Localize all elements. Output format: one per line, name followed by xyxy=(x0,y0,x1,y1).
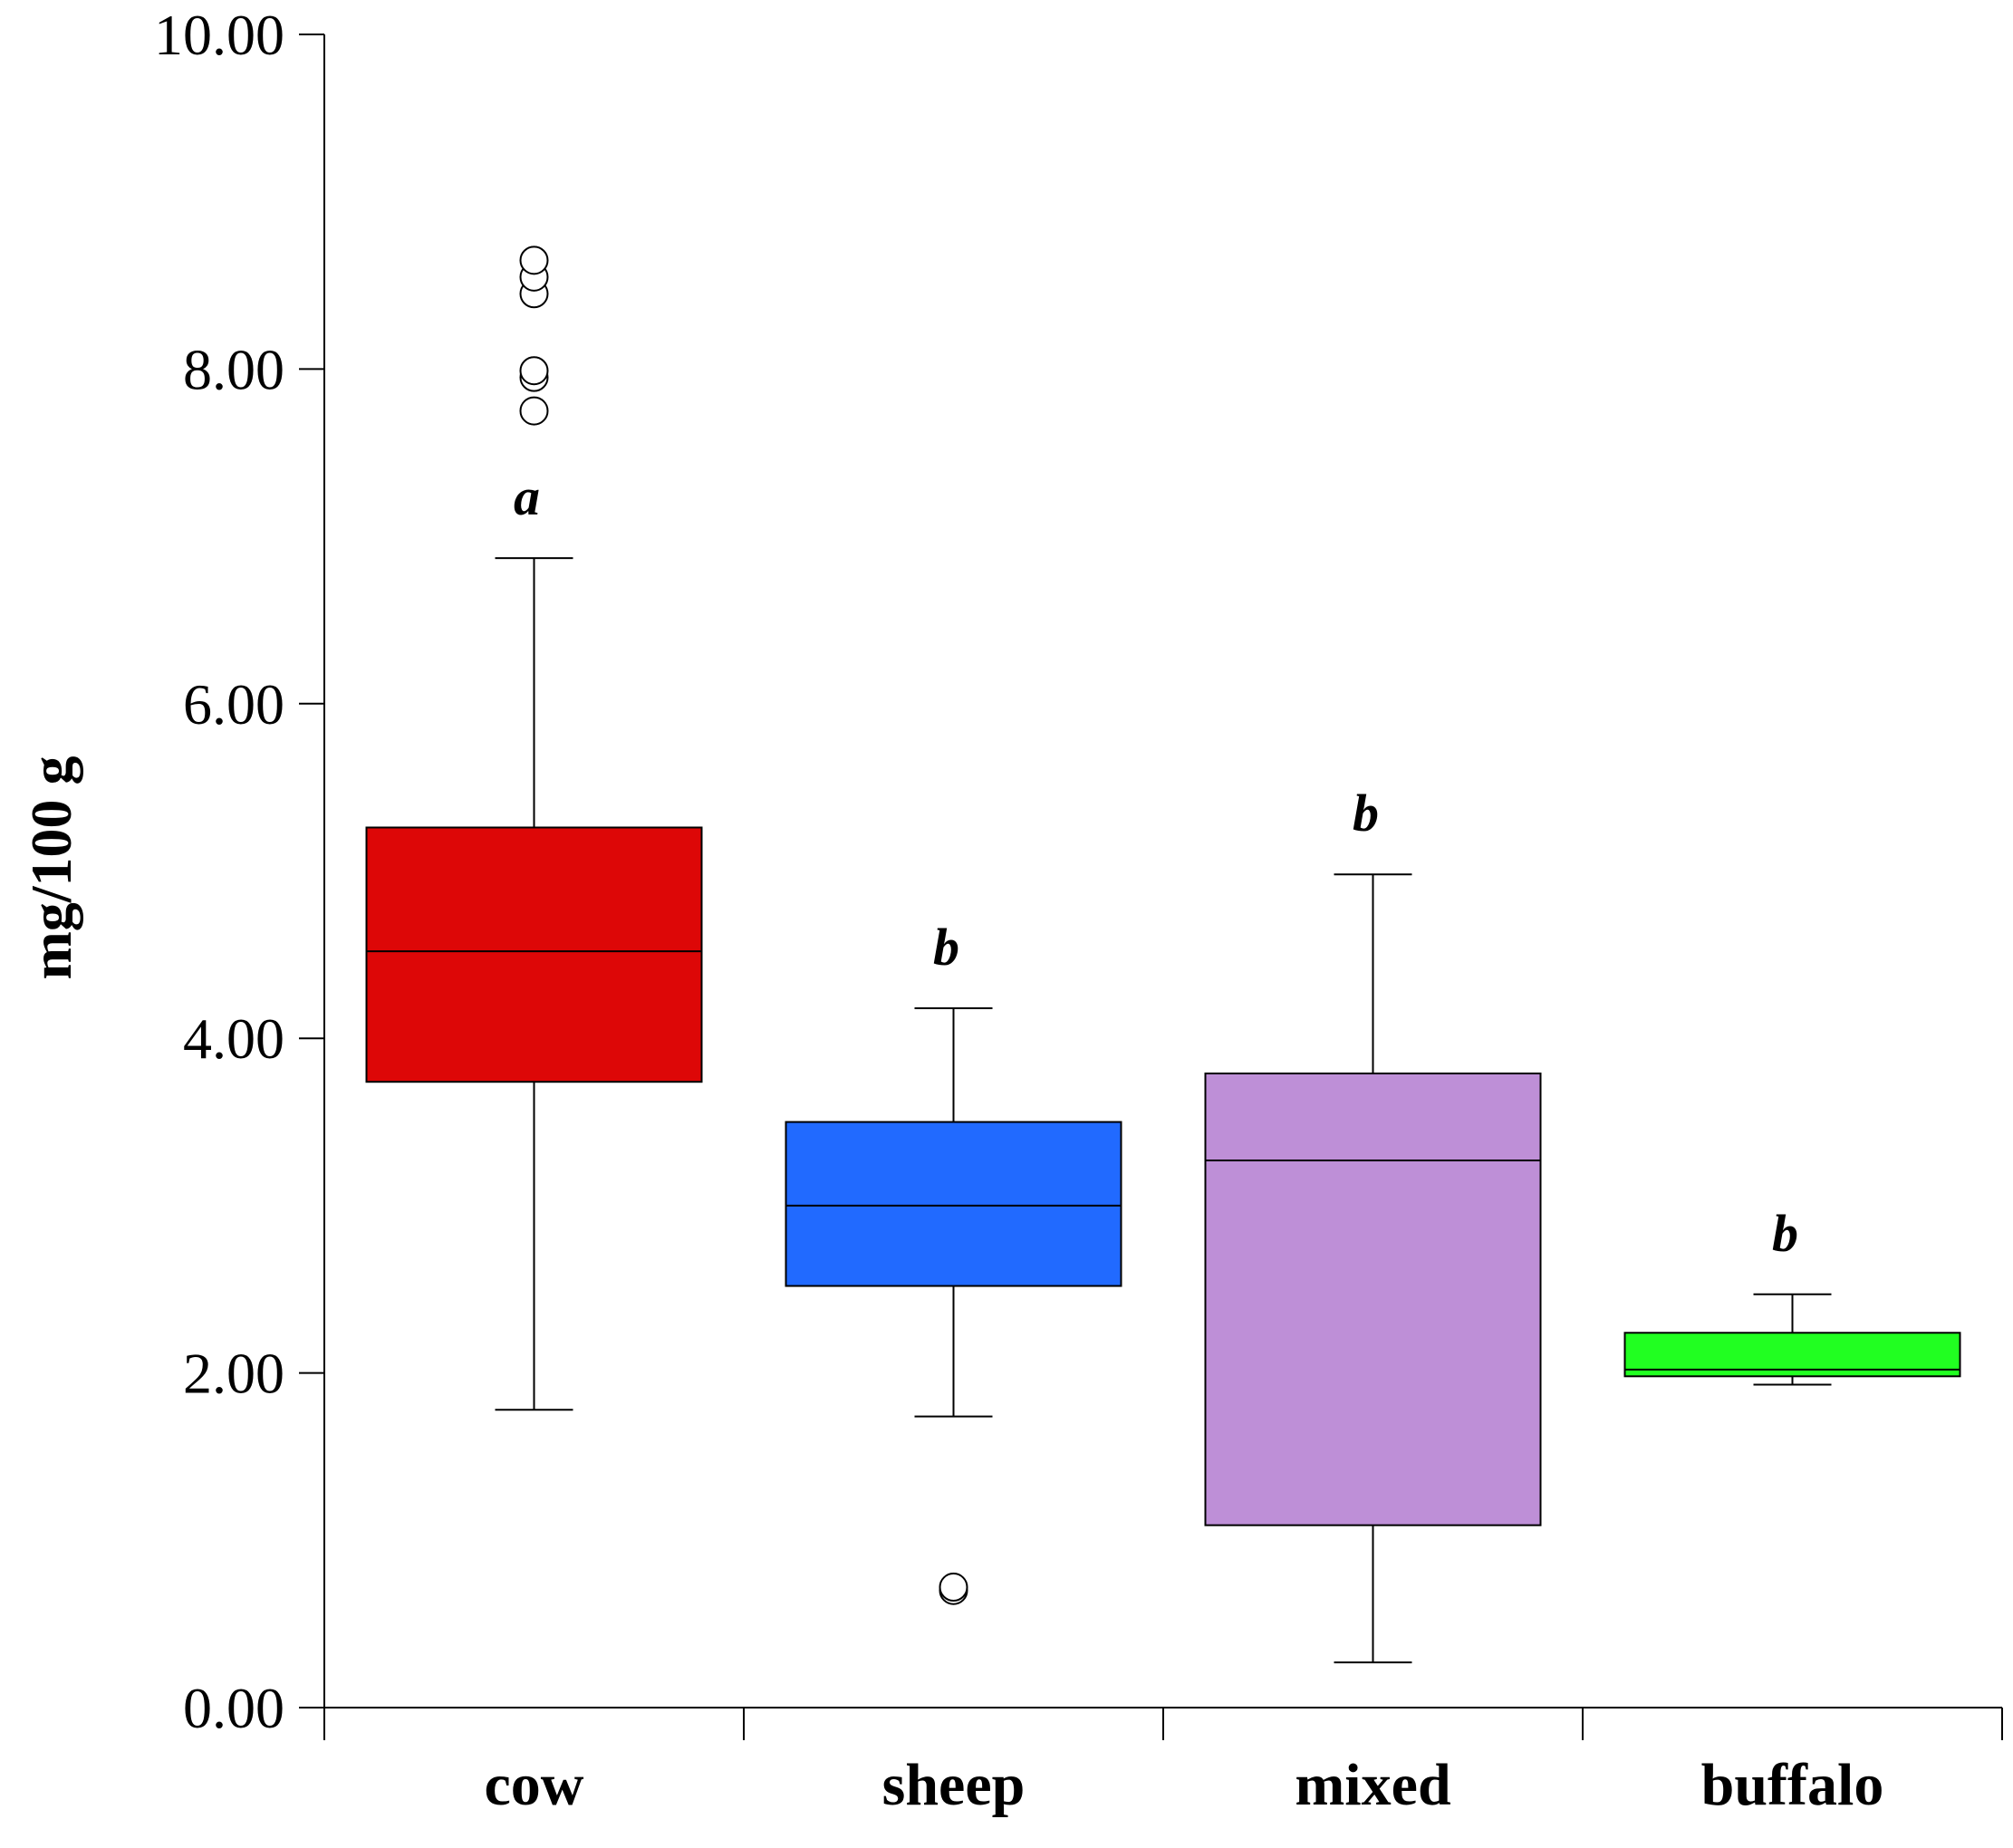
box-cow xyxy=(365,826,703,1083)
outlier-point xyxy=(519,396,549,426)
outlier-point xyxy=(519,245,549,275)
significance-letter: b xyxy=(1772,1204,1798,1263)
y-axis-title: mg/100 g xyxy=(19,756,83,979)
x-category-label: mixed xyxy=(1295,1752,1450,1818)
y-tick-label: 0.00 xyxy=(183,1676,284,1740)
significance-letter: b xyxy=(1353,784,1379,842)
y-tick-label: 8.00 xyxy=(183,337,284,401)
x-category-label: buffalo xyxy=(1701,1752,1884,1818)
x-category-label: sheep xyxy=(882,1752,1026,1818)
x-category-label: cow xyxy=(485,1752,584,1818)
significance-letter: b xyxy=(933,918,959,977)
outlier-point xyxy=(519,356,549,386)
y-tick-label: 2.00 xyxy=(183,1342,284,1406)
y-tick-label: 4.00 xyxy=(183,1006,284,1071)
significance-letter: a xyxy=(514,467,540,526)
box-sheep xyxy=(785,1121,1122,1287)
y-tick-label: 6.00 xyxy=(183,672,284,736)
box-mixed xyxy=(1204,1072,1542,1526)
y-tick-label: 10.00 xyxy=(154,3,284,67)
outlier-point xyxy=(939,1573,968,1603)
